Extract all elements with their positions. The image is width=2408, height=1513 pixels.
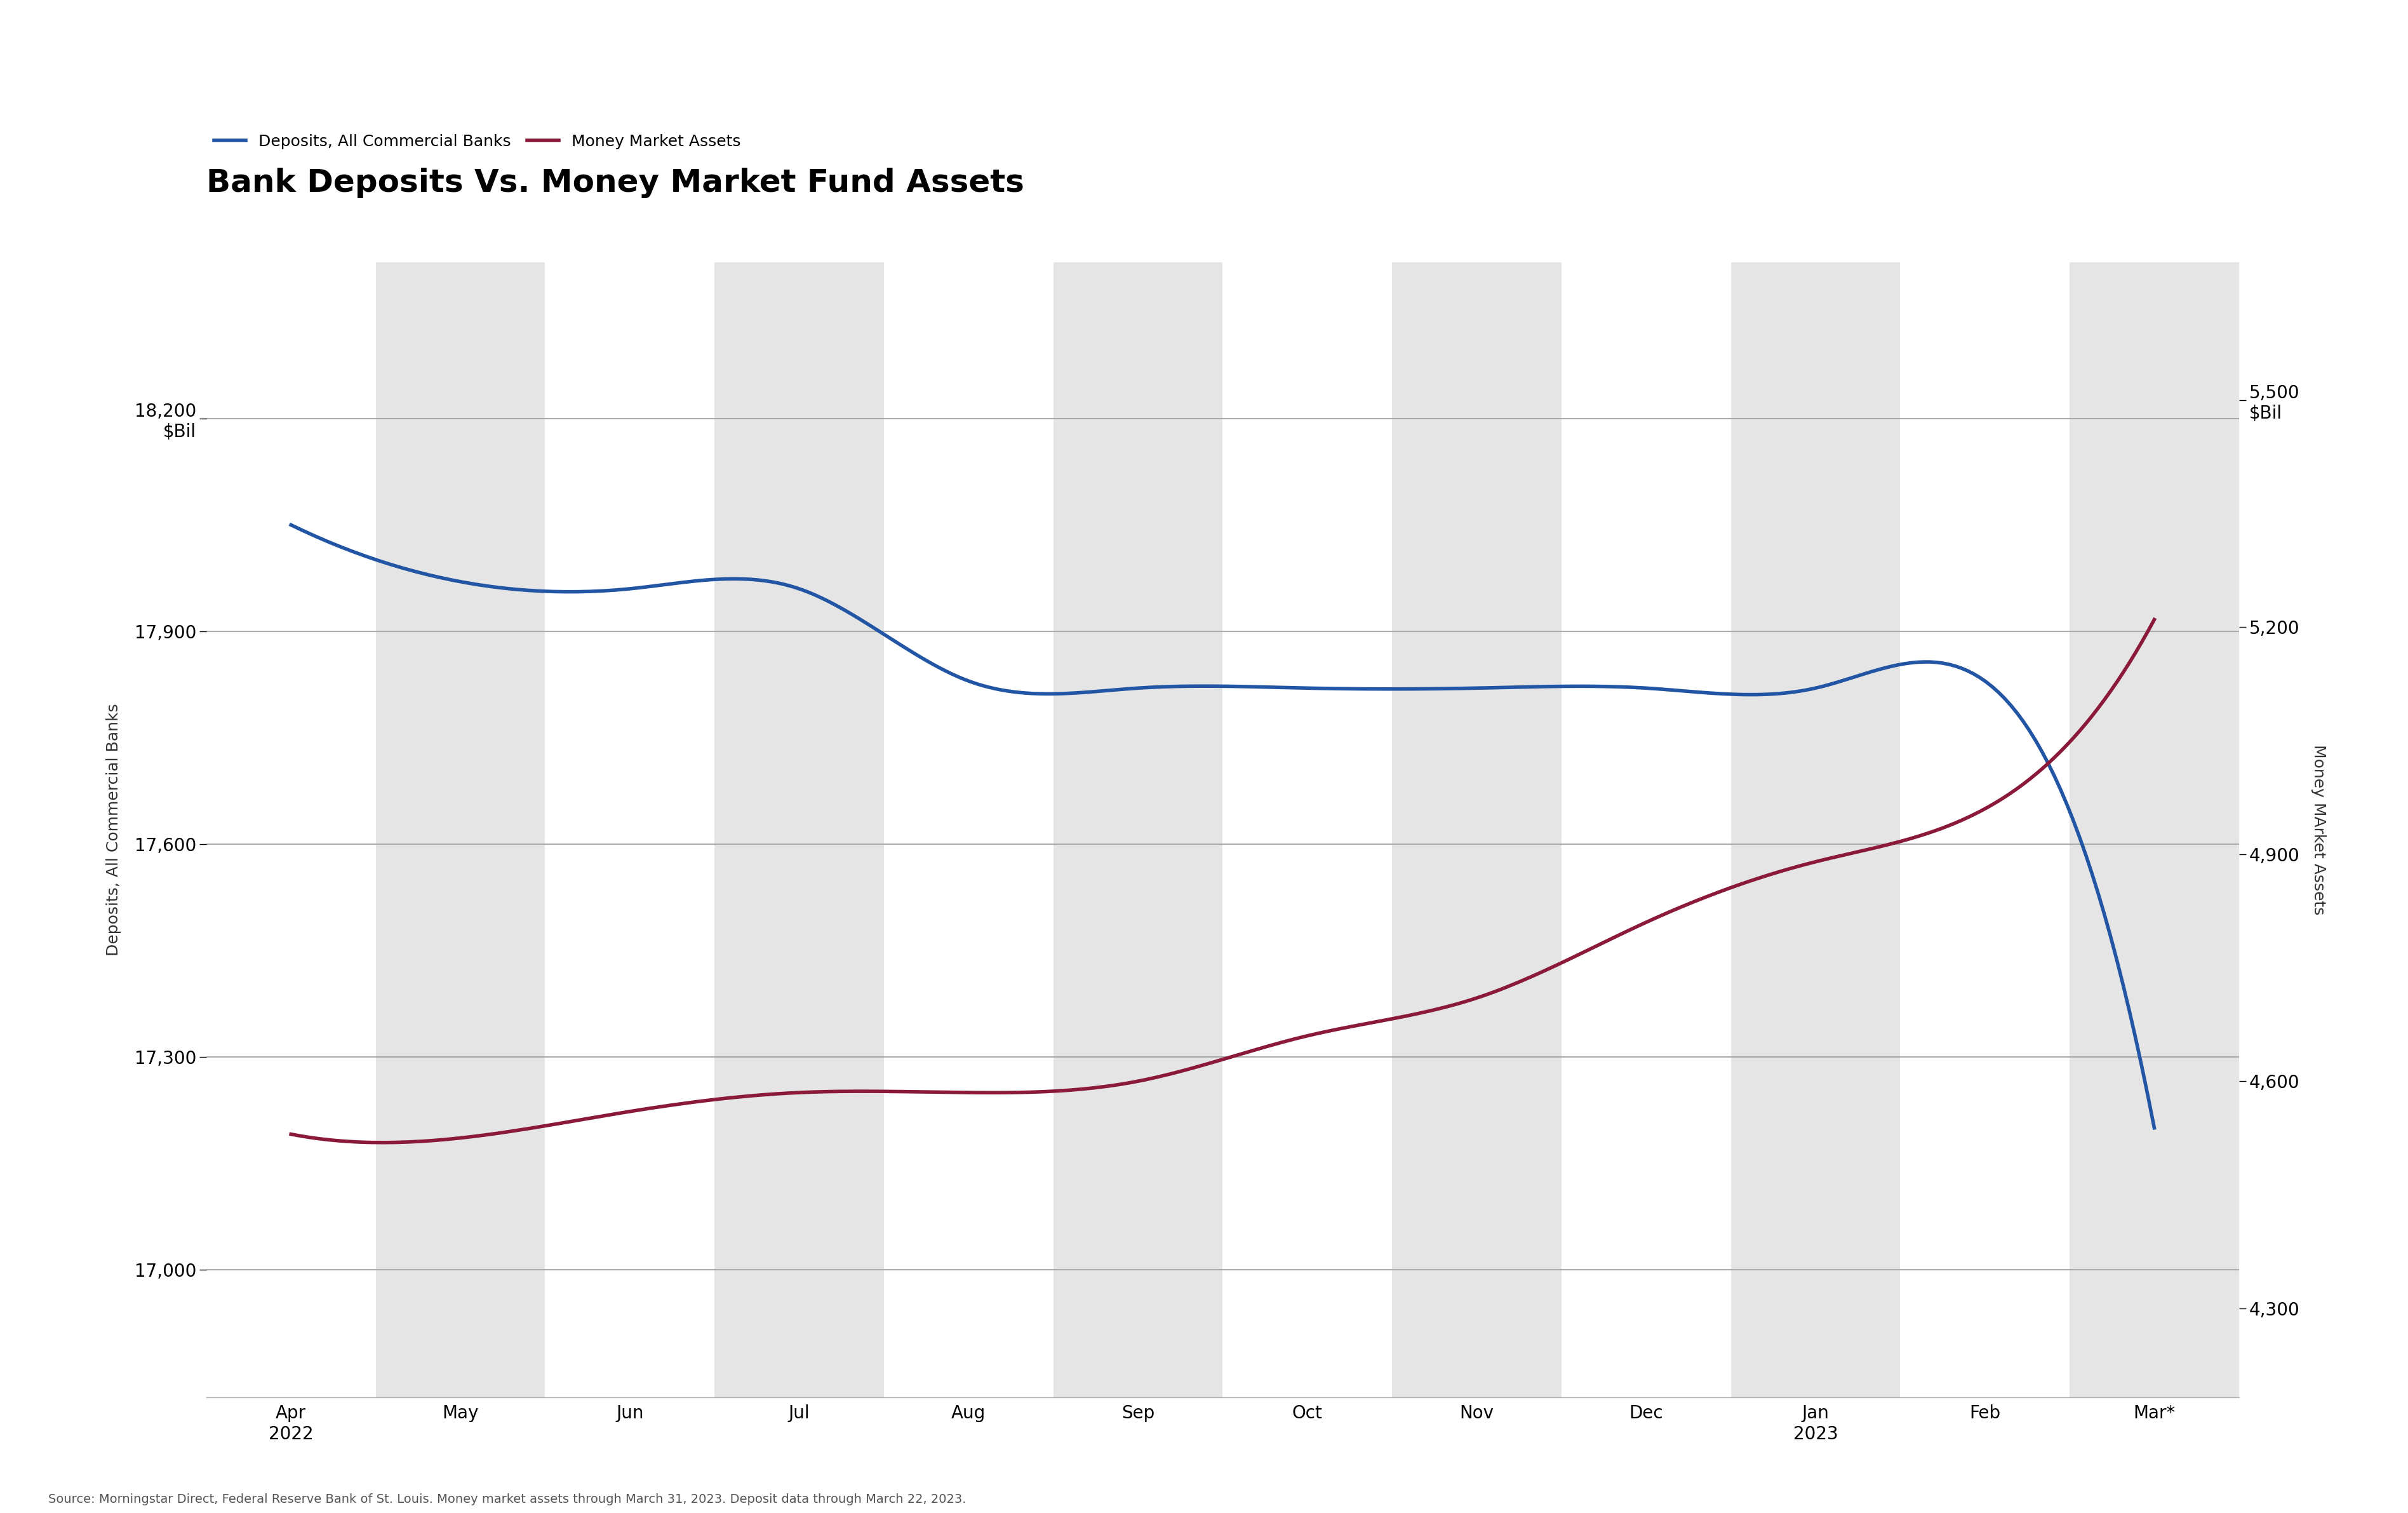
Bar bbox=[2068, 262, 2239, 1398]
Bar bbox=[2239, 262, 2324, 1398]
Legend: Deposits, All Commercial Banks, Money Market Assets: Deposits, All Commercial Banks, Money Ma… bbox=[214, 135, 742, 150]
Bar bbox=[715, 262, 884, 1398]
Bar bbox=[1392, 262, 1560, 1398]
Text: Source: Morningstar Direct, Federal Reserve Bank of St. Louis. Money market asse: Source: Morningstar Direct, Federal Rese… bbox=[48, 1493, 966, 1505]
Bar bbox=[376, 262, 544, 1398]
Y-axis label: Money MArket Assets: Money MArket Assets bbox=[2312, 744, 2326, 915]
Bar bbox=[1731, 262, 1900, 1398]
Bar bbox=[1052, 262, 1223, 1398]
Y-axis label: Deposits, All Commercial Banks: Deposits, All Commercial Banks bbox=[106, 704, 120, 956]
Text: Bank Deposits Vs. Money Market Fund Assets: Bank Deposits Vs. Money Market Fund Asse… bbox=[207, 168, 1023, 198]
